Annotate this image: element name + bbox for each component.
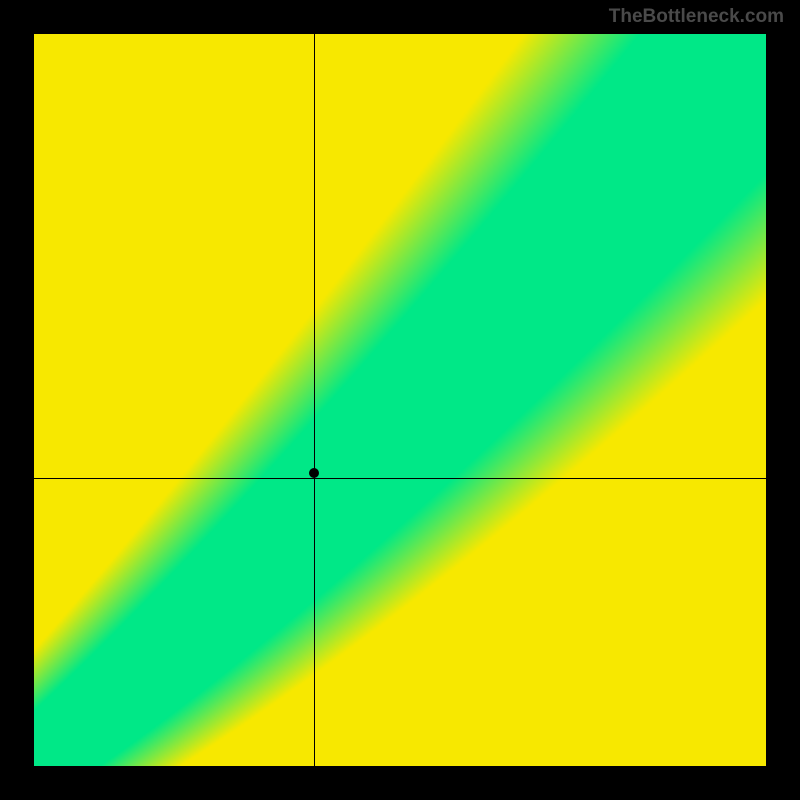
chart-plot-area [34,34,766,766]
watermark-text: TheBottleneck.com [609,6,784,28]
crosshair-horizontal [34,478,766,479]
selected-point-marker [309,468,319,478]
heatmap-canvas [34,34,766,766]
crosshair-vertical [314,34,315,766]
root: TheBottleneck.com [0,0,800,800]
